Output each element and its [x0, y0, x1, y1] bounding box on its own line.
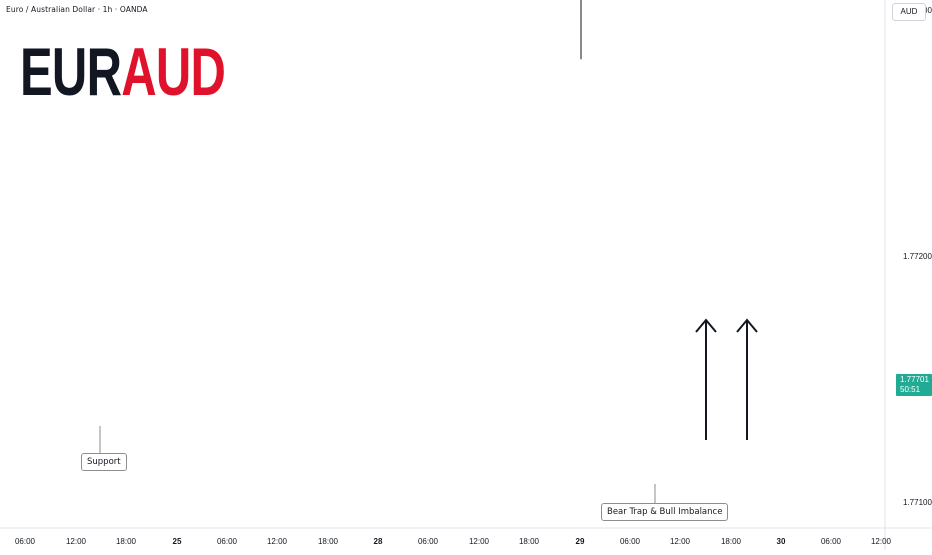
time-tick-label: 06:00: [418, 537, 439, 546]
logo-eur: EUR: [20, 34, 122, 110]
logo-text: EURAUD: [20, 38, 226, 106]
time-tick-label: 18:00: [519, 537, 540, 546]
time-tick-label: 12:00: [469, 537, 490, 546]
logo-aud: AUD: [121, 34, 226, 110]
price-tick-label: 1.77200: [903, 252, 932, 261]
time-tick-label: 25: [173, 537, 182, 546]
current-price-value: 1.77701: [900, 375, 929, 384]
up-arrow-head: [736, 318, 758, 333]
arrows: [695, 318, 758, 440]
time-tick-label: 28: [374, 537, 383, 546]
time-tick-label: 29: [576, 537, 585, 546]
time-tick-label: 18:00: [318, 537, 339, 546]
current-price-tag: 1.77701 50:51: [896, 374, 932, 396]
time-tick-label: 12:00: [66, 537, 87, 546]
time-tick-label: 12:00: [871, 537, 892, 546]
symbol-title: Euro / Australian Dollar · 1h · OANDA: [6, 5, 148, 14]
bear-trap-callout[interactable]: Bear Trap & Bull Imbalance: [601, 503, 729, 521]
time-tick-label: 06:00: [217, 537, 238, 546]
time-tick-label: 18:00: [721, 537, 742, 546]
price-tick-label: 1.77100: [903, 498, 932, 507]
callout-pointers: [99, 426, 656, 503]
time-tick-label: 30: [777, 537, 786, 546]
time-tick-label: 12:00: [670, 537, 691, 546]
up-arrow-head: [695, 318, 717, 333]
time-tick-label: 06:00: [620, 537, 641, 546]
time-tick-label: 06:00: [15, 537, 36, 546]
time-tick-label: 12:00: [267, 537, 288, 546]
bar-countdown: 50:51: [900, 385, 921, 394]
support-callout[interactable]: Support: [81, 453, 127, 471]
currency-selector[interactable]: AUD: [892, 3, 926, 21]
time-tick-label: 06:00: [821, 537, 842, 546]
time-tick-label: 18:00: [116, 537, 137, 546]
logo: EURAUD: [20, 38, 305, 106]
